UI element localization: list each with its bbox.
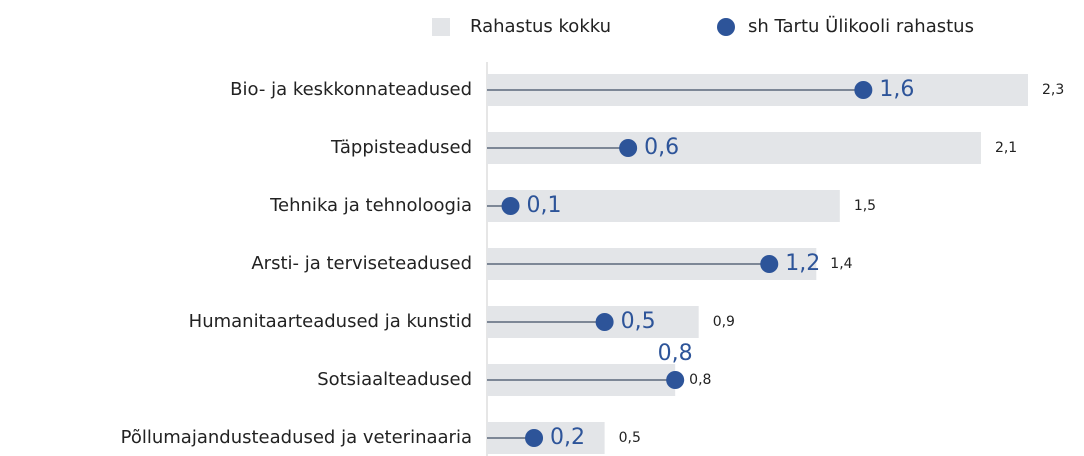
category-label: Põllumajandusteadused ja veterinaaria [121, 427, 472, 448]
value-label: 1,4 [830, 256, 852, 272]
dot-value-label: 0,5 [621, 309, 656, 334]
bar [487, 190, 840, 222]
dot-value-label: 0,6 [644, 135, 679, 160]
dot [525, 429, 544, 447]
legend-swatch [717, 18, 735, 36]
value-label: 0,5 [619, 430, 641, 446]
dot [501, 197, 520, 215]
category-label: Tehnika ja tehnoloogia [269, 195, 472, 216]
dot-value-label: 0,8 [658, 341, 693, 366]
legend-label: Rahastus kokku [470, 16, 611, 37]
dot [595, 313, 614, 331]
category-label: Arsti- ja terviseteadused [251, 253, 472, 274]
category-label: Sotsiaalteadused [317, 369, 472, 390]
legend-label: sh Tartu Ülikooli rahastus [748, 15, 974, 37]
value-label: 0,9 [713, 314, 735, 330]
dot-value-label: 0,1 [527, 193, 562, 218]
legend-swatch [432, 18, 450, 36]
category-label: Bio- ja keskkonnateadused [230, 79, 472, 100]
value-label: 2,1 [995, 140, 1017, 156]
value-label: 0,8 [689, 372, 711, 388]
dot [666, 371, 685, 389]
dot [854, 81, 873, 99]
category-label: Täppisteadused [330, 137, 472, 158]
value-label: 1,5 [854, 198, 876, 214]
dot-value-label: 1,2 [785, 251, 820, 276]
dot-value-label: 1,6 [879, 77, 914, 102]
dot [619, 139, 638, 157]
value-label: 2,3 [1042, 82, 1064, 98]
dot-value-label: 0,2 [550, 425, 585, 450]
category-label: Humanitaarteadused ja kunstid [189, 311, 472, 332]
dot [760, 255, 779, 273]
